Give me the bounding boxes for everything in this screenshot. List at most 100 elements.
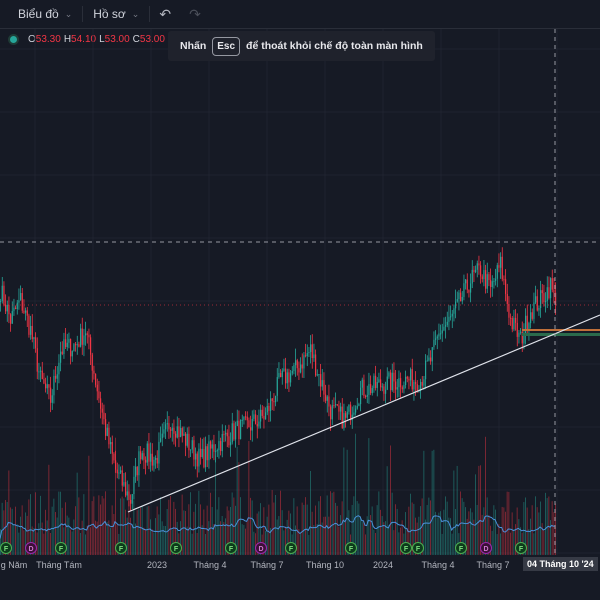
candle-body — [391, 372, 393, 391]
volume-bar — [35, 492, 36, 555]
volume-bar — [106, 522, 108, 555]
volume-bar — [253, 531, 255, 555]
candle-body — [121, 470, 123, 486]
volume-bar — [301, 502, 303, 555]
volume-bar — [241, 524, 243, 555]
volume-bar — [511, 512, 513, 555]
candle-body — [533, 302, 535, 319]
candle-body — [220, 441, 222, 452]
candle-body — [210, 441, 212, 449]
volume-bar — [231, 492, 233, 555]
candle-body — [410, 369, 412, 381]
candle-body — [280, 373, 282, 378]
candle-body — [551, 278, 553, 290]
volume-bar — [210, 492, 211, 555]
volume-bar — [120, 498, 121, 555]
candle-body — [250, 427, 252, 431]
volume-bar — [8, 470, 10, 555]
candle-body — [31, 325, 33, 340]
candle-body — [115, 460, 117, 470]
volume-bar — [268, 504, 270, 555]
volume-bar — [433, 449, 435, 555]
undo-icon[interactable]: ↶ — [159, 5, 172, 22]
volume-bar — [473, 519, 475, 555]
candle-body — [428, 357, 430, 361]
crosshair-time-label: 04 Tháng 10 '24 — [523, 557, 598, 571]
candle-body — [420, 381, 422, 391]
candle-body — [485, 270, 487, 289]
candle-body — [235, 425, 237, 440]
candle-body — [71, 351, 73, 357]
candle-body — [215, 451, 217, 453]
time-axis-label: Tháng 7 — [476, 560, 510, 570]
candle-body — [448, 316, 450, 322]
candle-body — [416, 384, 418, 391]
volume-bar — [330, 491, 331, 555]
event-marker-label: D — [483, 546, 488, 553]
volume-bar — [431, 450, 433, 555]
open-value: 53.30 — [35, 34, 61, 45]
event-marker-label: F — [59, 546, 64, 553]
volume-bar — [148, 506, 150, 555]
candle-body — [441, 330, 443, 334]
candle-body — [85, 333, 87, 336]
volume-bar — [33, 528, 35, 555]
candle-body — [521, 331, 523, 344]
candle-body — [270, 398, 272, 411]
volume-bar — [181, 494, 183, 555]
volume-bar — [370, 515, 371, 555]
volume-bar — [298, 529, 300, 555]
time-axis-label: g Năm — [0, 560, 28, 570]
candle-body — [45, 383, 47, 389]
candle-body — [530, 312, 532, 324]
profile-menu-button[interactable]: Hồ sơ ⌄ — [83, 0, 149, 28]
candle-body — [370, 384, 372, 394]
volume-bar — [218, 497, 220, 555]
candle-body — [465, 279, 467, 284]
candle-body — [366, 394, 368, 397]
volume-bar — [130, 517, 131, 555]
candle-body — [331, 405, 333, 420]
volume-bar — [83, 494, 85, 555]
candle-body — [390, 372, 392, 391]
volume-bar — [315, 505, 316, 555]
redo-icon[interactable]: ↷ — [189, 5, 201, 22]
volume-bar — [518, 519, 520, 555]
candle-body — [243, 416, 245, 420]
volume-bar — [341, 501, 343, 555]
candle-body — [76, 344, 78, 346]
volume-bar — [230, 506, 231, 555]
candle-body — [138, 451, 140, 476]
candle-body — [328, 396, 330, 407]
event-marker-earnings-icon — [225, 542, 237, 554]
volume-bar — [328, 516, 330, 555]
volume-bar — [498, 524, 500, 555]
candle-body — [383, 386, 385, 394]
volume-bar — [396, 508, 398, 555]
candle-body — [266, 405, 268, 413]
volume-bar — [406, 528, 408, 555]
candle-body — [16, 302, 18, 310]
chart-menu-button[interactable]: Biểu đồ ⌄ — [0, 0, 82, 28]
candle-body — [500, 256, 502, 268]
volume-bar — [196, 532, 198, 555]
volume-bar — [108, 520, 110, 555]
candle-body — [10, 314, 12, 324]
candle-body — [358, 404, 360, 406]
candle-body — [91, 354, 93, 371]
time-axis-label: 2023 — [146, 560, 168, 570]
candle-body — [440, 333, 442, 335]
candle-body — [348, 404, 350, 412]
candle-body — [116, 469, 118, 474]
volume-bar — [311, 511, 313, 555]
volume-bar — [20, 516, 21, 555]
candle-body — [373, 375, 375, 389]
volume-bar — [131, 523, 133, 555]
volume-bar — [528, 529, 530, 555]
time-axis[interactable]: g Năm Tháng Tám 2023 Tháng 4 Tháng 7 Thá… — [0, 555, 600, 575]
volume-bar — [305, 497, 306, 555]
event-marker-label: F — [289, 546, 294, 553]
candle-body — [26, 310, 28, 316]
volume-bar — [465, 507, 466, 555]
